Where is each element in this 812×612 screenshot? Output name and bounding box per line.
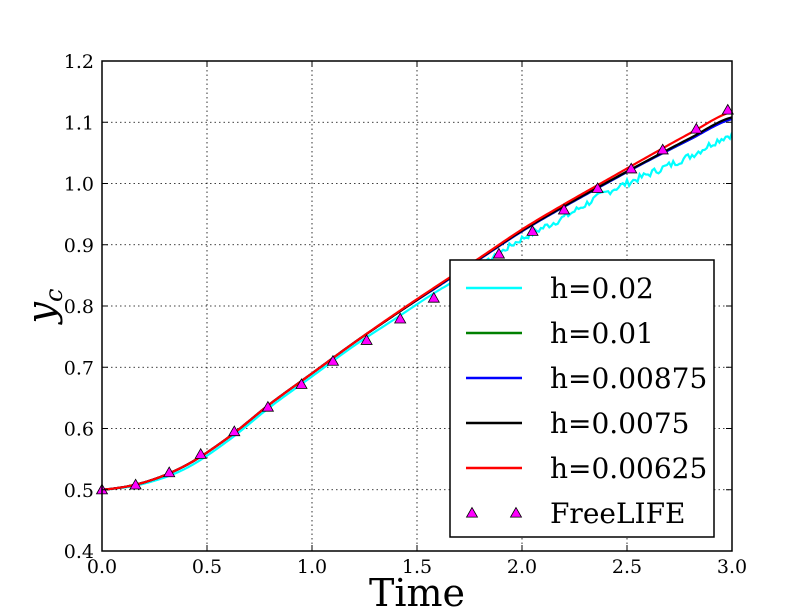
freelife-marker — [129, 478, 142, 490]
y-axis-label: yc — [19, 289, 68, 326]
y-tick-label: 0.9 — [64, 235, 94, 257]
x-tick-label: 2.0 — [507, 556, 537, 578]
freelife-marker — [656, 143, 669, 155]
legend-label: h=0.00625 — [550, 452, 707, 485]
freelife-marker — [163, 466, 176, 478]
legend-label: h=0.02 — [550, 272, 654, 305]
x-axis-label: Time — [369, 571, 465, 612]
x-tick-label: 1.0 — [297, 556, 327, 578]
freelife-marker — [295, 378, 308, 389]
legend-box — [449, 259, 715, 538]
freelife-marker — [557, 203, 571, 215]
legend-label: FreeLIFE — [550, 497, 685, 530]
legend-marker — [465, 506, 479, 518]
y-tick-label: 0.8 — [64, 296, 94, 318]
y-tick-label: 1.0 — [64, 174, 94, 196]
x-tick-label: 0.5 — [192, 556, 222, 578]
y-tick-label: 1.1 — [64, 112, 94, 134]
freelife-marker — [526, 224, 539, 236]
freelife-marker — [194, 447, 207, 459]
legend-label: h=0.01 — [550, 317, 654, 350]
y-tick-label: 0.7 — [64, 357, 94, 379]
freelife-marker — [690, 122, 703, 134]
series-line-0 — [102, 132, 732, 491]
x-tick-label: 0.0 — [87, 556, 117, 578]
freelife-marker — [261, 400, 275, 412]
x-tick-label: 1.5 — [402, 556, 432, 578]
legend-label: h=0.00875 — [550, 362, 707, 395]
y-tick-label: 0.5 — [64, 480, 94, 502]
freelife-marker — [326, 354, 340, 366]
freelife-marker — [394, 312, 407, 324]
y-tick-label: 0.4 — [64, 541, 94, 563]
x-tick-label: 2.5 — [612, 556, 642, 578]
freelife-marker — [427, 291, 440, 303]
freelife-marker — [625, 162, 638, 174]
tick-group: 0.0 0.5 1.0 1.5 2.0 2.5 3.0 0.4 0.5 0.6 0.7 0.8 0.9 1… — [64, 51, 747, 578]
freelife-marker — [492, 247, 506, 259]
freelife-marker — [228, 425, 241, 437]
freelife-marker — [360, 333, 373, 345]
y-tick-label: 0.6 — [64, 419, 94, 441]
legend-label: h=0.0075 — [550, 407, 689, 440]
legend-marker — [509, 506, 523, 518]
y-tick-label: 1.2 — [64, 51, 94, 73]
legend: h=0.02 h=0.01 h=0.00875 h=0.0075 h=0.00625 Fr… — [449, 259, 715, 538]
x-tick-label: 3.0 — [717, 556, 747, 578]
freelife-marker — [721, 103, 734, 115]
series-line-4 — [102, 110, 732, 491]
freelife-marker — [591, 182, 604, 193]
